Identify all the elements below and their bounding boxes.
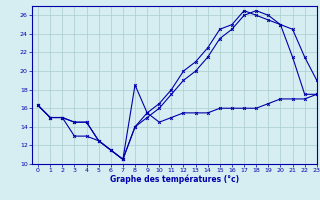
X-axis label: Graphe des températures (°c): Graphe des températures (°c) (110, 175, 239, 184)
